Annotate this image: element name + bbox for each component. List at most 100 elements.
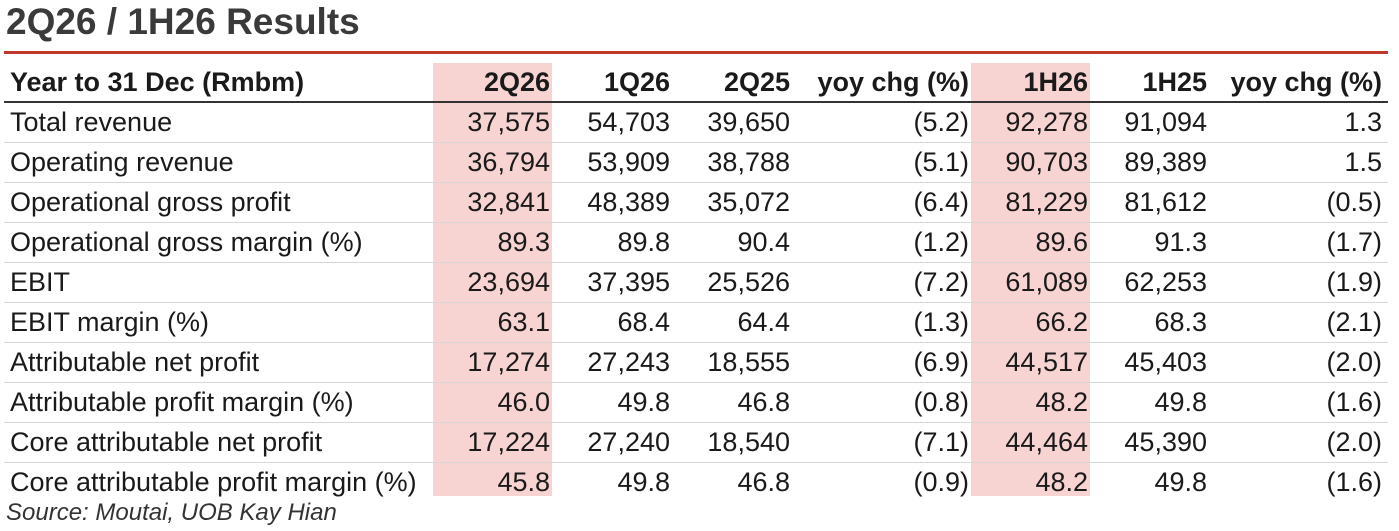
value-cell: 44,517 <box>975 342 1094 383</box>
value-cell: 27,240 <box>556 422 676 463</box>
value-cell: 17,224 <box>427 422 556 463</box>
value-cell: (1.2) <box>796 222 975 263</box>
header-cell: 1Q26 <box>556 63 676 103</box>
table-row: Attributable net profit 17,274 27,243 18,55… <box>4 342 1388 383</box>
value-cell: 62,253 <box>1094 262 1213 303</box>
value-cell: 39,650 <box>676 102 796 143</box>
value-cell: 64.4 <box>676 302 796 343</box>
value-cell: 17,274 <box>427 342 556 383</box>
source-note: Source: Moutai, UOB Kay Hian <box>6 499 337 526</box>
value-cell: 37,575 <box>427 102 556 143</box>
row-label-cell: Attributable profit margin (%) <box>4 382 427 423</box>
value-cell: 49.8 <box>1094 382 1213 423</box>
value-cell: 48.2 <box>1035 467 1088 497</box>
value-cell: 48,389 <box>556 182 676 223</box>
value-cell: 53,909 <box>556 142 676 183</box>
value-cell: 91.3 <box>1094 222 1213 263</box>
value-cell: (5.1) <box>796 142 975 183</box>
value-cell: 68.4 <box>556 302 676 343</box>
value-cell: 37,395 <box>556 262 676 303</box>
value-cell: 49.8 <box>1154 467 1207 497</box>
value-cell: 54,703 <box>556 102 676 143</box>
value-cell: (7.2) <box>796 262 975 303</box>
value-cell: (1.9) <box>1213 262 1388 303</box>
value-cell: 46.8 <box>737 467 790 497</box>
value-cell: (1.7) <box>1213 222 1388 263</box>
value-cell: (6.9) <box>796 342 975 383</box>
value-cell: (2.1) <box>1213 302 1388 343</box>
value-cell: 49.8 <box>617 467 670 497</box>
table-body: Total revenue 37,575 54,703 39,650 (5.2) 92,2… <box>4 102 1388 502</box>
value-cell: 66.2 <box>975 302 1094 343</box>
value-cell: 63.1 <box>427 302 556 343</box>
value-cell: 32,841 <box>427 182 556 223</box>
value-cell: 46.8 <box>676 382 796 423</box>
value-cell: 61,089 <box>975 262 1094 303</box>
table-header-row: Year to 31 Dec (Rmbm) 2Q26 1Q26 2Q25 yoy chg… <box>4 63 1388 103</box>
value-cell: (5.2) <box>796 102 975 143</box>
header-cell: yoy chg (%) <box>1213 63 1388 103</box>
row-label-cell: Operational gross profit <box>4 182 427 223</box>
value-cell: (1.3) <box>796 302 975 343</box>
results-table: Year to 31 Dec (Rmbm) 2Q26 1Q26 2Q25 yoy chg… <box>4 63 1388 502</box>
value-cell: 89.8 <box>556 222 676 263</box>
title-divider <box>4 51 1388 54</box>
row-label-cell: Total revenue <box>4 102 427 143</box>
row-label-cell: Core attributable net profit <box>4 422 427 463</box>
row-label-cell: EBIT <box>4 262 427 303</box>
value-cell: 18,540 <box>676 422 796 463</box>
value-cell: 1.5 <box>1213 142 1388 183</box>
row-label-cell: Operational gross margin (%) <box>4 222 427 263</box>
table-row: Operational gross margin (%) 89.3 89.8 90.4… <box>4 222 1388 263</box>
value-cell: (2.0) <box>1213 342 1388 383</box>
value-cell: (0.8) <box>796 382 975 423</box>
value-cell: (7.1) <box>796 422 975 463</box>
row-label-cell: Attributable net profit <box>4 342 427 383</box>
table-row: EBIT 23,694 37,395 25,526 (7.2) 61,089 62,253(… <box>4 262 1388 303</box>
table-row: Operating revenue 36,794 53,909 38,788 (5.1)… <box>4 142 1388 183</box>
value-cell: 89.3 <box>427 222 556 263</box>
value-cell: 46.0 <box>427 382 556 423</box>
value-cell: (6.4) <box>796 182 975 223</box>
value-cell: 45,390 <box>1094 422 1213 463</box>
value-cell: 18,555 <box>676 342 796 383</box>
row-label-cell: Core attributable profit margin (%) <box>10 467 417 497</box>
table-row: Core attributable net profit 17,224 27,240… <box>4 422 1388 463</box>
value-cell: 89,389 <box>1094 142 1213 183</box>
value-cell: 68.3 <box>1094 302 1213 343</box>
table-row: Total revenue 37,575 54,703 39,650 (5.2) 92,2… <box>4 102 1388 143</box>
value-cell: 27,243 <box>556 342 676 383</box>
table-row: EBIT margin (%) 63.1 68.4 64.4 (1.3) 66.2 68.3… <box>4 302 1388 343</box>
value-cell: 91,094 <box>1094 102 1213 143</box>
value-cell: (0.9) <box>913 467 969 497</box>
value-cell: 36,794 <box>427 142 556 183</box>
value-cell: 35,072 <box>676 182 796 223</box>
value-cell: 45.8 <box>497 467 550 497</box>
row-label-cell: EBIT margin (%) <box>4 302 427 343</box>
row-label-cell: Operating revenue <box>4 142 427 183</box>
value-cell: 89.6 <box>975 222 1094 263</box>
header-cell: 1H26 <box>975 63 1094 103</box>
value-cell: 81,612 <box>1094 182 1213 223</box>
value-cell: 45,403 <box>1094 342 1213 383</box>
value-cell: 25,526 <box>676 262 796 303</box>
value-cell: (2.0) <box>1213 422 1388 463</box>
header-label-cell: Year to 31 Dec (Rmbm) <box>4 63 427 103</box>
page-title: 2Q26 / 1H26 Results <box>6 1 360 42</box>
value-cell: 92,278 <box>975 102 1094 143</box>
table-row: Core attributable profit margin (%) 45.8 4… <box>4 463 1388 503</box>
header-cell: 2Q26 <box>427 63 556 103</box>
value-cell: (1.6) <box>1213 382 1388 423</box>
value-cell: (0.5) <box>1213 182 1388 223</box>
value-cell: 90.4 <box>676 222 796 263</box>
value-cell: 49.8 <box>556 382 676 423</box>
header-cell: 1H25 <box>1094 63 1213 103</box>
header-cell: 2Q25 <box>676 63 796 103</box>
table-row: Operational gross profit 32,841 48,389 35,0… <box>4 182 1388 223</box>
value-cell: 23,694 <box>427 262 556 303</box>
table-row: Attributable profit margin (%) 46.0 49.8 46… <box>4 382 1388 423</box>
value-cell: 44,464 <box>975 422 1094 463</box>
value-cell: 48.2 <box>975 382 1094 423</box>
value-cell: 1.3 <box>1213 102 1388 143</box>
value-cell: 81,229 <box>975 182 1094 223</box>
